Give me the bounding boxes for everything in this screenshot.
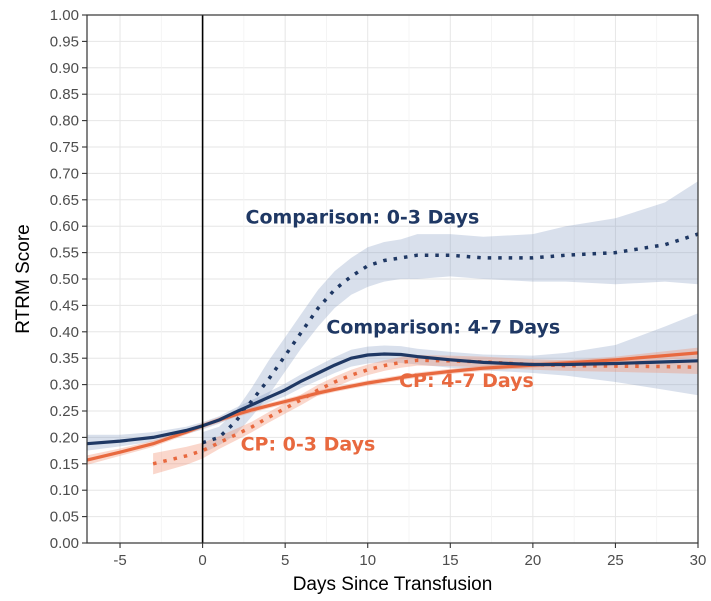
- y-tick-label: 0.80: [50, 113, 79, 130]
- y-tick-label: 0.20: [50, 429, 79, 446]
- annotation-comparison-4-7: Comparison: 4-7 Days: [326, 316, 560, 338]
- x-axis-title: Days Since Transfusion: [293, 574, 493, 595]
- y-tick-label: 0.15: [50, 456, 79, 473]
- y-tick-label: 0.35: [50, 350, 79, 367]
- annotation-cp-0-3: CP: 0-3 Days: [241, 434, 376, 456]
- x-tick-label: 30: [690, 552, 707, 569]
- x-tick-label: 0: [198, 552, 206, 569]
- y-tick-label: 0.85: [50, 86, 79, 103]
- annotation-comparison-0-3: Comparison: 0-3 Days: [246, 207, 480, 229]
- x-tick-label: 25: [607, 552, 624, 569]
- y-tick-label: 0.70: [50, 165, 79, 182]
- x-tick-label: 10: [359, 552, 376, 569]
- axis-ticks: 0.00 0.05 0.10 0.15 0.20 0.25 0.30 0.35 0.40 0.45…: [50, 7, 707, 569]
- y-tick-label: 0.65: [50, 192, 79, 209]
- y-tick-label: 1.00: [50, 7, 79, 24]
- x-tick-label: 15: [442, 552, 459, 569]
- annotations: Comparison: 0-3 Days Comparison: 4-7 Day…: [241, 207, 561, 456]
- y-axis-title: RTRM Score: [13, 224, 34, 333]
- y-tick-label: 0.60: [50, 218, 79, 235]
- y-tick-label: 0.25: [50, 403, 79, 420]
- y-tick-label: 0.90: [50, 60, 79, 77]
- y-tick-label: 0.95: [50, 33, 79, 50]
- confidence-band: [202, 181, 698, 454]
- y-tick-label: 0.05: [50, 509, 79, 526]
- y-tick-label: 0.75: [50, 139, 79, 156]
- y-tick-label: 0.30: [50, 377, 79, 394]
- series-line: [202, 232, 699, 445]
- y-tick-label: 0.55: [50, 245, 79, 262]
- y-tick-label: 0.50: [50, 271, 79, 288]
- y-tick-label: 0.40: [50, 324, 79, 341]
- x-tick-label: 5: [281, 552, 289, 569]
- x-tick-label: -5: [113, 552, 126, 569]
- y-tick-label: 0.10: [50, 482, 79, 499]
- x-tick-label: 20: [525, 552, 542, 569]
- annotation-cp-4-7: CP: 4-7 Days: [399, 370, 534, 392]
- confidence-band: [153, 355, 699, 475]
- y-tick-label: 0.00: [50, 535, 79, 552]
- y-tick-label: 0.45: [50, 297, 79, 314]
